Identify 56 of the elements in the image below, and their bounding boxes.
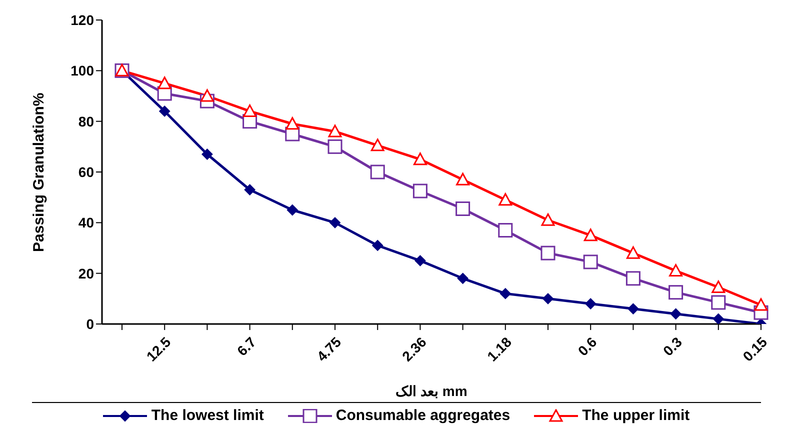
legend-label: The lowest limit bbox=[151, 407, 264, 424]
point bbox=[540, 246, 556, 260]
x-tick-label: 0.6 bbox=[574, 334, 600, 359]
point bbox=[585, 298, 596, 310]
y-tick-label: 100 bbox=[70, 62, 94, 79]
point bbox=[158, 76, 172, 90]
point bbox=[370, 138, 384, 152]
point bbox=[456, 201, 470, 216]
point bbox=[712, 280, 726, 294]
point bbox=[159, 106, 170, 117]
point bbox=[669, 264, 683, 277]
point bbox=[500, 288, 511, 300]
point bbox=[286, 117, 300, 130]
point bbox=[626, 246, 640, 259]
x-tick-label: 6.7 bbox=[234, 334, 260, 359]
point bbox=[372, 240, 384, 251]
point bbox=[628, 303, 639, 314]
y-tick-label: 0 bbox=[86, 316, 94, 332]
point bbox=[626, 271, 640, 286]
point bbox=[328, 124, 342, 138]
point bbox=[670, 308, 682, 320]
point bbox=[668, 285, 684, 300]
point bbox=[498, 193, 512, 206]
x-tick-label: 4.75 bbox=[314, 334, 344, 364]
point bbox=[541, 213, 555, 226]
point bbox=[330, 217, 340, 228]
point bbox=[457, 272, 468, 284]
point bbox=[456, 172, 470, 186]
point bbox=[498, 223, 513, 238]
y-tick-label: 80 bbox=[78, 113, 94, 130]
point bbox=[244, 184, 256, 196]
x-axis-title: بعد الک mm bbox=[396, 383, 468, 399]
point bbox=[414, 255, 426, 266]
point bbox=[202, 148, 213, 160]
y-tick-label: 20 bbox=[78, 265, 94, 282]
y-tick-label: 60 bbox=[78, 164, 94, 180]
point bbox=[712, 313, 724, 324]
y-tick-label: 40 bbox=[78, 214, 94, 231]
legend-label: The upper limit bbox=[582, 407, 690, 424]
point bbox=[711, 295, 726, 310]
y-axis-title: Passing Granulation% bbox=[30, 92, 48, 252]
y-tick-label: 120 bbox=[70, 12, 94, 28]
point bbox=[583, 254, 598, 270]
point bbox=[413, 152, 427, 166]
point bbox=[754, 298, 768, 311]
point bbox=[200, 89, 214, 102]
point bbox=[412, 184, 428, 198]
legend-label: Consumable aggregates bbox=[336, 407, 510, 424]
point bbox=[370, 164, 385, 180]
point bbox=[243, 104, 257, 117]
x-tick-label: 0.15 bbox=[740, 334, 770, 364]
point bbox=[584, 228, 598, 242]
x-tick-label: 0.3 bbox=[660, 334, 686, 359]
point bbox=[328, 139, 342, 154]
point bbox=[286, 204, 298, 216]
point bbox=[542, 293, 554, 304]
